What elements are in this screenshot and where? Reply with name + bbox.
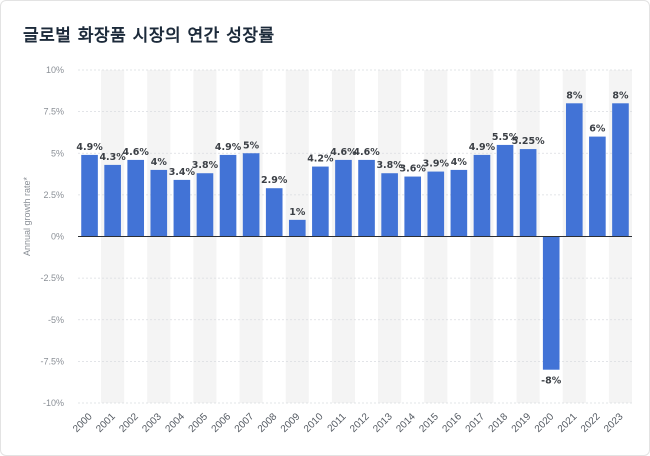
x-tick-label: 2006 [210,411,234,435]
x-tick-label: 2008 [256,411,280,435]
bar-2020 [542,236,560,370]
x-tick-label: 2019 [510,411,534,435]
bar-2019 [519,149,537,237]
data-label-2022: 6% [589,124,606,135]
x-tick-label: 2000 [71,411,95,435]
data-label-2009: 1% [289,207,306,218]
data-label-2004: 3.4% [169,167,196,178]
x-axis-ticks: 2000 2001 2002 2003 2004 2005 2006 2007 2008 2009… [71,411,626,435]
bar-2023 [612,103,629,237]
y-tick-label: -2.5% [40,273,64,283]
data-label-2016: 4% [451,157,468,168]
y-tick-label: 2.5% [43,190,64,200]
data-label-2002: 4.6% [123,147,150,158]
data-label-2019: 5.25% [512,136,545,147]
x-tick-label: 2002 [117,411,141,435]
x-tick-label: 2017 [464,411,488,435]
bar-2022 [589,136,606,237]
bar-2005 [196,173,214,237]
bar-2012 [358,159,375,237]
bar-2003 [150,169,168,237]
bar-2016 [450,169,468,237]
y-tick-label: 10% [46,65,64,75]
x-tick-label: 2010 [302,411,326,435]
bar-2017 [473,154,491,237]
x-tick-label: 2005 [187,411,211,435]
x-tick-label: 2001 [94,411,118,435]
x-tick-label: 2020 [533,411,557,435]
y-tick-label: 5% [51,148,64,158]
bar-2000 [81,154,98,237]
data-label-2017: 4.9% [469,142,496,153]
bar-2007 [242,153,260,237]
x-tick-label: 2007 [233,411,257,435]
y-tick-label: -10% [43,398,64,408]
bar-2001 [104,164,121,237]
x-tick-label: 2009 [279,411,303,435]
data-label-2005: 3.8% [192,160,219,171]
bar-2021 [565,103,583,237]
x-tick-label: 2003 [140,411,164,435]
bars [81,103,629,370]
x-tick-label: 2018 [487,411,511,435]
bar-2013 [381,173,398,237]
x-tick-label: 2004 [163,411,187,435]
data-label-2012: 4.6% [353,147,380,158]
y-tick-label: -5% [48,315,64,325]
data-label-2006: 4.9% [215,142,242,153]
y-tick-label: 7.5% [43,107,64,117]
data-label-2007: 5% [243,140,260,151]
bar-2006 [219,154,237,237]
data-label-2014: 3.6% [400,164,427,175]
x-tick-label: 2022 [579,411,603,435]
x-tick-label: 2011 [326,411,349,434]
data-labels: 4.9%4.3%4.6%4%3.4%3.8%4.9% 5%2.9%1%4.2%4.… [76,90,629,386]
x-tick-label: 2023 [602,411,626,435]
chart-title: 글로벌 화장품 시장의 연간 성장률 [23,26,275,46]
data-label-2015: 3.9% [423,159,450,170]
data-label-2008: 2.9% [261,175,288,186]
bar-2010 [312,166,329,237]
y-axis-ticks: 10% 7.5% 5% 2.5% 0% -2.5% -5% -7.5% -10% [40,65,64,408]
y-tick-label: 0% [51,232,64,242]
data-label-2011: 4.6% [330,147,357,158]
data-label-2001: 4.3% [99,152,126,163]
x-tick-label: 2015 [417,411,441,435]
data-label-2023: 8% [612,90,629,101]
bar-2015 [427,171,445,237]
x-tick-label: 2014 [394,411,418,435]
data-label-2013: 3.8% [376,160,403,171]
bar-2002 [127,159,145,237]
data-label-2010: 4.2% [307,154,334,165]
y-axis-label: Annual growth rate* [22,176,32,256]
bar-2009 [288,219,306,237]
x-tick-label: 2016 [440,411,464,435]
y-tick-label: -7.5% [40,356,64,366]
bar-2018 [496,144,514,237]
bar-2004 [173,179,191,237]
x-tick-label: 2012 [348,411,372,435]
x-tick-label: 2013 [371,411,395,435]
data-label-2003: 4% [151,157,168,168]
grid-lines [78,69,632,404]
bar-2008 [265,188,283,237]
data-label-2020: -8% [541,376,562,387]
bar-2011 [335,159,352,237]
data-label-2000: 4.9% [76,142,103,153]
data-label-2021: 8% [566,90,583,101]
bar-2014 [404,176,422,237]
data-label-2018: 5.5% [492,132,519,143]
x-tick-label: 2021 [556,411,580,435]
